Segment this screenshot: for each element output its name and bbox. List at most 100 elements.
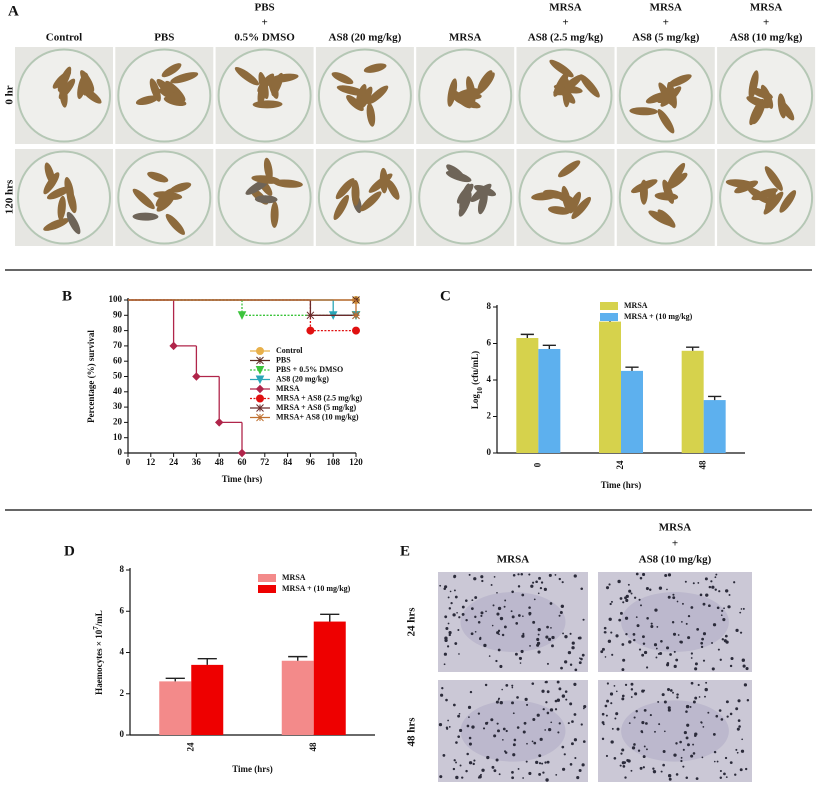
cell bbox=[456, 611, 458, 614]
larva bbox=[165, 80, 186, 102]
cell bbox=[582, 740, 586, 743]
x-tick-label: 24 bbox=[169, 457, 179, 467]
cell bbox=[569, 702, 573, 706]
cell bbox=[513, 738, 517, 742]
column-header: AS8 (2.5 mg/kg) bbox=[528, 32, 604, 44]
cell bbox=[578, 636, 582, 640]
cell bbox=[454, 642, 458, 645]
cell bbox=[708, 604, 711, 608]
cell bbox=[729, 712, 733, 716]
cell bbox=[667, 595, 671, 599]
larva bbox=[657, 209, 676, 228]
cell bbox=[721, 638, 725, 641]
cell bbox=[446, 645, 450, 648]
cell bbox=[439, 584, 442, 587]
x-tick-label: 48 bbox=[215, 457, 225, 467]
cell bbox=[628, 640, 632, 644]
bar bbox=[516, 338, 539, 453]
cell bbox=[719, 658, 722, 661]
cell bbox=[501, 633, 505, 637]
cell bbox=[704, 687, 708, 692]
cell bbox=[477, 776, 480, 779]
cell bbox=[708, 585, 712, 589]
bar bbox=[599, 321, 621, 453]
column-header: MRSA bbox=[750, 2, 782, 14]
cell bbox=[729, 761, 733, 765]
cell bbox=[474, 615, 477, 619]
cell bbox=[719, 776, 723, 779]
cell bbox=[667, 774, 672, 778]
cell bbox=[523, 721, 527, 725]
larva bbox=[666, 172, 688, 190]
cell bbox=[667, 573, 672, 577]
cell bbox=[468, 736, 472, 740]
cell bbox=[621, 697, 625, 701]
cell bbox=[578, 769, 582, 773]
cell bbox=[645, 722, 648, 725]
cell bbox=[673, 753, 677, 757]
cell bbox=[459, 728, 463, 733]
cell bbox=[649, 714, 652, 717]
cell bbox=[452, 703, 456, 707]
cell bbox=[569, 663, 573, 666]
cell bbox=[567, 650, 572, 655]
cell bbox=[576, 776, 580, 780]
cell bbox=[668, 777, 672, 781]
cell bbox=[643, 650, 648, 655]
larva bbox=[450, 89, 472, 109]
marker bbox=[351, 326, 361, 335]
y-tick-label: 4 bbox=[487, 374, 492, 384]
cell bbox=[559, 611, 563, 615]
cell bbox=[461, 776, 464, 779]
cell bbox=[601, 721, 605, 724]
cell bbox=[488, 655, 491, 657]
cell bbox=[672, 593, 675, 596]
cell bbox=[511, 590, 514, 594]
cell bbox=[545, 701, 548, 704]
bar bbox=[191, 664, 224, 735]
cell bbox=[573, 574, 577, 578]
cell bbox=[465, 769, 468, 773]
cell bbox=[550, 626, 552, 629]
larva bbox=[667, 74, 692, 88]
cell bbox=[663, 700, 667, 704]
cell bbox=[496, 612, 500, 616]
cell bbox=[538, 772, 542, 776]
cell bbox=[690, 606, 694, 609]
column-header: MRSA bbox=[449, 32, 481, 44]
x-tick-label: 84 bbox=[283, 457, 293, 467]
larva bbox=[763, 191, 784, 215]
cell bbox=[447, 622, 450, 625]
cell bbox=[622, 658, 626, 662]
cell bbox=[633, 716, 636, 719]
cell bbox=[571, 641, 575, 645]
cell bbox=[689, 706, 692, 708]
cell bbox=[692, 743, 695, 746]
cell bbox=[600, 650, 604, 654]
cell bbox=[720, 614, 723, 617]
cell bbox=[652, 770, 657, 774]
cell bbox=[580, 587, 584, 590]
legend-swatch bbox=[258, 574, 276, 582]
cell bbox=[504, 750, 507, 753]
larva bbox=[147, 171, 169, 183]
cell bbox=[583, 705, 587, 709]
cell bbox=[705, 593, 709, 597]
error-bar bbox=[320, 613, 340, 622]
cell bbox=[558, 687, 562, 691]
cell bbox=[637, 749, 641, 752]
legend-label: MRSA bbox=[624, 301, 648, 310]
larva bbox=[662, 179, 675, 204]
cell bbox=[655, 647, 658, 650]
cell bbox=[638, 598, 641, 601]
cell bbox=[615, 634, 619, 638]
cell bbox=[519, 662, 522, 664]
larva bbox=[149, 78, 161, 102]
y-tick-label: 0 bbox=[118, 447, 123, 457]
cell bbox=[528, 573, 531, 576]
cell bbox=[660, 770, 663, 773]
cell bbox=[450, 601, 453, 605]
panel-label: D bbox=[64, 543, 75, 559]
cell bbox=[490, 718, 494, 722]
error-bar bbox=[197, 657, 217, 665]
